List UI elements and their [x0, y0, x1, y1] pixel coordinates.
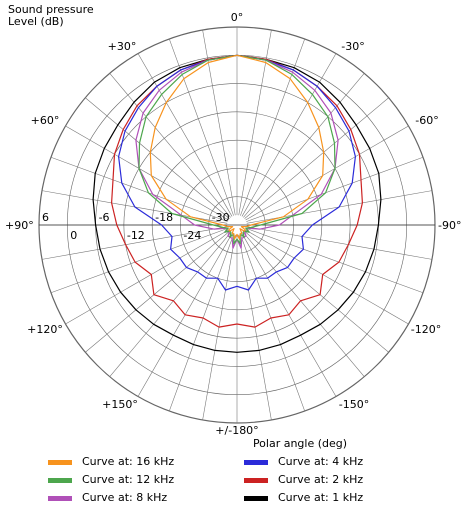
- grid-spoke: [50, 228, 228, 294]
- grid-spoke: [41, 226, 228, 260]
- grid-spoke: [244, 231, 389, 353]
- angle-label: +150°: [102, 398, 138, 411]
- grid-spoke: [240, 234, 306, 412]
- y-axis-title: Sound pressure Level (dB): [8, 4, 108, 28]
- grid-spoke: [168, 234, 234, 412]
- radial-tick-label: -30: [212, 211, 230, 224]
- radial-tick-label: -6: [99, 211, 110, 224]
- grid-spoke: [65, 125, 229, 221]
- grid-spoke: [246, 226, 433, 260]
- grid-spoke: [109, 73, 231, 218]
- angle-label: -90°: [438, 219, 461, 232]
- legend-swatch: [48, 460, 72, 465]
- grid-spoke: [202, 29, 236, 216]
- legend-swatch: [244, 496, 268, 501]
- grid-spoke: [85, 231, 230, 353]
- axis-labels: 6 0 -6 -12 -18 -24 -30 0° -30° -60° -90° -120° -150°…: [5, 11, 461, 450]
- angle-label: +/-180°: [215, 424, 258, 437]
- angle-label: +90°: [5, 219, 34, 232]
- legend-label: Curve at: 8 kHz: [82, 491, 168, 504]
- radial-tick-label: -12: [127, 229, 145, 242]
- angle-label: +120°: [27, 323, 63, 336]
- legend-swatch: [48, 478, 72, 483]
- curve-curve-at-12-khz: [138, 54, 336, 245]
- legend-label: Curve at: 16 kHz: [82, 455, 175, 468]
- grid-spoke: [246, 228, 424, 294]
- y-axis-title-text: Sound pressure Level (dB): [8, 3, 94, 28]
- angle-label: +60°: [31, 114, 60, 127]
- polar-grid: [38, 26, 436, 424]
- legend-swatch: [244, 460, 268, 465]
- radial-tick-label: -24: [183, 229, 201, 242]
- x-axis-title: Polar angle (deg): [253, 437, 347, 450]
- curve-curve-at-4-khz: [118, 54, 356, 291]
- legend: Curve at: 16 kHz Curve at: 4 kHz Curve at:…: [0, 452, 464, 512]
- grid-spoke: [240, 38, 306, 216]
- grid-spoke: [244, 97, 389, 219]
- grid-spoke: [243, 232, 365, 377]
- polar-chart: 6 0 -6 -12 -18 -24 -30 0° -30° -60° -90° -120° -150°…: [5, 11, 461, 450]
- legend-label: Curve at: 2 kHz: [278, 473, 364, 486]
- curve-curve-at-1-khz: [92, 54, 382, 353]
- grid-spoke: [137, 53, 233, 217]
- curves: [92, 54, 382, 353]
- grid-spoke: [243, 73, 365, 218]
- radial-tick-label: 6: [42, 211, 49, 224]
- radial-tick-label: -18: [155, 211, 173, 224]
- angle-label: -30°: [341, 40, 364, 53]
- grid-spoke: [168, 38, 234, 216]
- radial-tick-label: 0: [70, 229, 77, 242]
- grid-spoke: [241, 53, 337, 217]
- grid-spoke: [246, 156, 424, 222]
- grid-spoke: [85, 97, 230, 219]
- legend-label: Curve at: 4 kHz: [278, 455, 364, 468]
- curve-curve-at-2-khz: [111, 54, 363, 328]
- legend-label: Curve at: 1 kHz: [278, 491, 364, 504]
- angle-label: 0°: [231, 11, 244, 24]
- legend-swatch: [48, 496, 72, 501]
- angle-label: -150°: [339, 398, 369, 411]
- grid-spoke: [50, 156, 228, 222]
- grid-spoke: [245, 229, 409, 325]
- legend-label: Curve at: 12 kHz: [82, 473, 175, 486]
- angle-label: +30°: [108, 40, 137, 53]
- grid-spoke: [245, 125, 409, 221]
- grid-spoke: [65, 229, 229, 325]
- grid-spoke: [238, 29, 272, 216]
- angle-label: -120°: [411, 323, 441, 336]
- grid-spoke: [109, 232, 231, 377]
- legend-swatch: [244, 478, 268, 483]
- angle-label: -60°: [415, 114, 438, 127]
- curve-curve-at-16-khz: [149, 54, 325, 240]
